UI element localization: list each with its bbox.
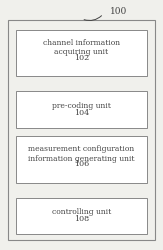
Text: 106: 106 <box>74 160 89 168</box>
Text: measurement configuration
information generating unit: measurement configuration information ge… <box>28 145 135 162</box>
Bar <box>16 136 147 182</box>
Text: channel information
acquiring unit: channel information acquiring unit <box>43 38 120 56</box>
FancyArrowPatch shape <box>84 16 102 20</box>
Bar <box>16 198 147 234</box>
Bar <box>8 20 155 240</box>
Text: pre-coding unit: pre-coding unit <box>52 102 111 110</box>
Bar <box>16 30 147 76</box>
Bar <box>16 91 147 128</box>
Text: 100: 100 <box>110 7 128 16</box>
Text: 104: 104 <box>74 109 89 117</box>
Text: 102: 102 <box>74 54 89 62</box>
Text: 108: 108 <box>74 215 89 223</box>
Text: controlling unit: controlling unit <box>52 208 111 216</box>
